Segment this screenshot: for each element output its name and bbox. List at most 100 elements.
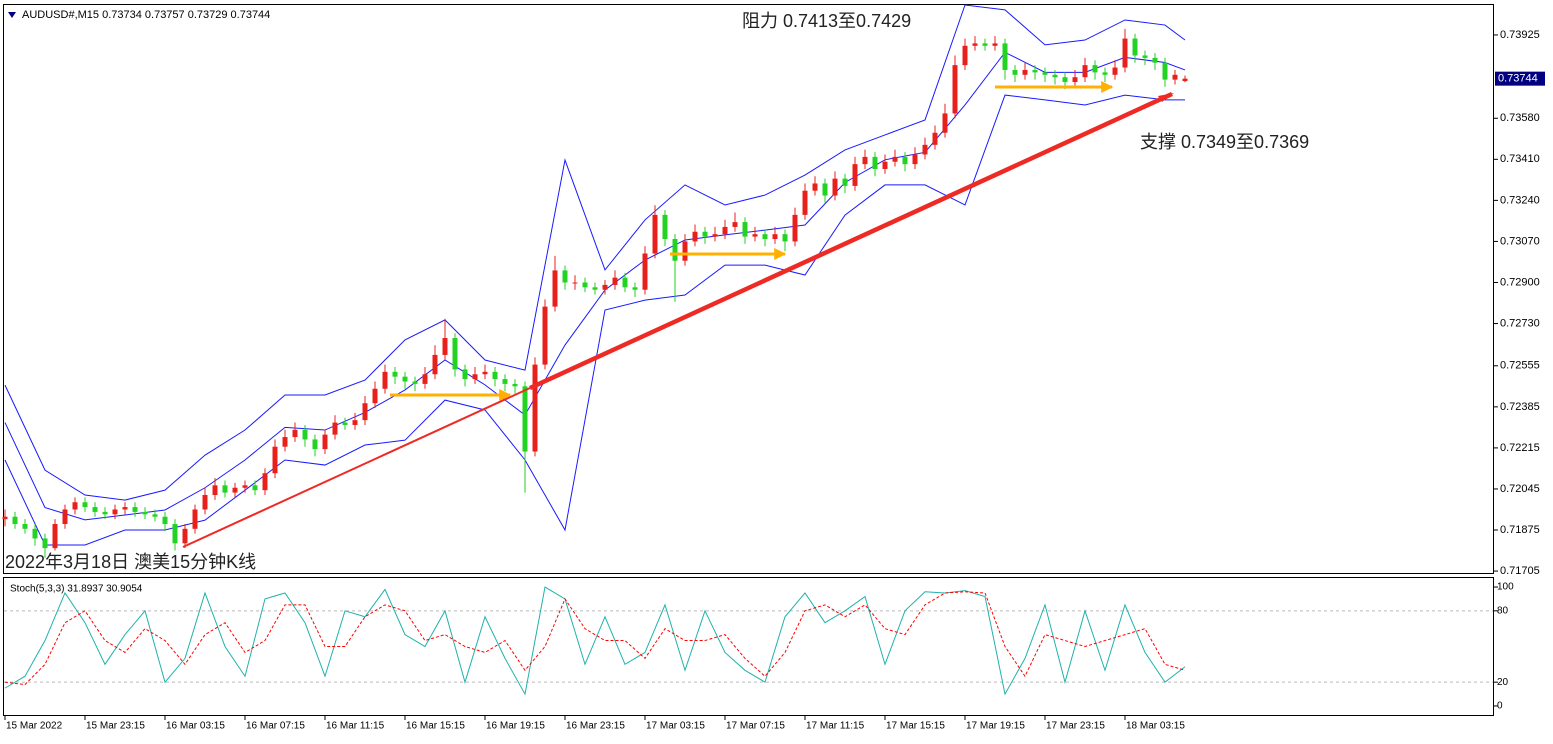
candle-body [772, 234, 778, 240]
x-tick-label: 17 Mar 11:15 [806, 721, 865, 732]
candle-body [572, 282, 578, 284]
candle-body [492, 371, 498, 380]
candle-body [272, 446, 278, 474]
candle-body [502, 379, 508, 384]
candle-body [1172, 74, 1178, 80]
y-tick-label: 0.73925 [1500, 29, 1540, 41]
candle-body [1132, 38, 1138, 56]
candle-body [582, 282, 588, 288]
candle-body [692, 231, 698, 242]
trend-arrow [1158, 93, 1174, 102]
candle-body [452, 338, 458, 370]
y-tick-label: 0.72730 [1500, 317, 1540, 329]
candle-body [742, 222, 748, 237]
candle-body [662, 214, 668, 240]
candle-body [722, 226, 728, 235]
candle-body [612, 277, 618, 285]
x-tick-label: 16 Mar 19:15 [486, 721, 545, 732]
candle-body [732, 222, 738, 227]
x-tick-label: 15 Mar 2022 [6, 721, 63, 732]
candle-body [172, 523, 178, 544]
indicator-title: Stoch(5,3,3) 31.8937 30.9054 [10, 584, 143, 595]
candle-body [652, 214, 658, 254]
annotation: 2022年3月18日 澳美15分钟K线 [5, 552, 256, 572]
candle-body [892, 156, 898, 162]
candle-body [902, 156, 908, 165]
candle-body [132, 507, 138, 512]
bollinger-lower [4, 94, 1185, 546]
x-tick-label: 16 Mar 07:15 [246, 721, 305, 732]
candle-body [312, 439, 318, 450]
candle-body [1182, 78, 1188, 82]
candle-body [562, 270, 568, 283]
y-tick-label: 0.72385 [1500, 401, 1540, 413]
annotation: 支撑 0.7349至0.7369 [1140, 132, 1309, 152]
candle-body [392, 371, 398, 377]
candle-body [62, 509, 68, 524]
candle-body [912, 154, 918, 165]
candle-body [962, 45, 968, 66]
y-tick-label: 0.73070 [1500, 235, 1540, 247]
candle-body [942, 113, 948, 133]
candle-body [1072, 77, 1078, 83]
x-tick-label: 16 Mar 11:15 [326, 721, 385, 732]
candle-body [302, 429, 308, 440]
candle-body [142, 511, 148, 515]
y-tick-label: 20 [1497, 677, 1509, 688]
candle-body [402, 376, 408, 382]
candle-body [262, 473, 268, 491]
candle-body [362, 403, 368, 421]
candle-body [1052, 74, 1058, 78]
candle-body [102, 511, 108, 515]
candle-body [1092, 65, 1098, 73]
candle-body [112, 509, 118, 515]
candle-body [712, 234, 718, 237]
candle-body [802, 190, 808, 215]
candle-body [522, 386, 528, 452]
candle-body [632, 287, 638, 290]
main-pane [3, 4, 1494, 574]
candle-body [842, 178, 848, 186]
y-tick-label: 0.72900 [1500, 276, 1540, 288]
x-tick-label: 16 Mar 23:15 [566, 721, 625, 732]
drawings [182, 81, 1174, 548]
x-tick-label: 17 Mar 19:15 [966, 721, 1025, 732]
candle-body [852, 164, 858, 186]
candle-body [442, 338, 448, 355]
candle-body [1162, 62, 1168, 80]
y-tick-label: 0.72215 [1500, 442, 1540, 454]
candle-body [1062, 77, 1068, 83]
y-tick-label: 0.71875 [1500, 524, 1540, 536]
candle-body [412, 381, 418, 384]
candle-body [292, 429, 298, 438]
candle-body [792, 214, 798, 242]
menu-triangle [8, 12, 16, 18]
candle-body [672, 239, 678, 261]
candle-body [122, 507, 128, 510]
candle-body [162, 516, 168, 524]
candle-body [382, 371, 388, 389]
y-tick-label: 0.73580 [1500, 112, 1540, 124]
candle-body [822, 183, 828, 196]
candle-body [762, 234, 768, 240]
candle-body [342, 422, 348, 425]
candle-body [92, 507, 98, 512]
candle-body [202, 494, 208, 510]
candle-body [622, 277, 628, 288]
x-tick-label: 17 Mar 15:15 [886, 721, 945, 732]
y-tick-label: 0.73410 [1500, 153, 1540, 165]
candle-body [752, 234, 758, 237]
candle-body [332, 422, 338, 435]
candle-body [992, 43, 998, 46]
candle-body [22, 523, 28, 529]
candle-body [602, 284, 608, 290]
x-tick-label: 16 Mar 03:15 [166, 721, 225, 732]
candle-body [512, 383, 518, 387]
y-tick-label: 0 [1497, 701, 1503, 712]
candle-body [1152, 57, 1158, 63]
candle-body [1142, 55, 1148, 58]
candle-body [322, 434, 328, 450]
candle-body [932, 132, 938, 145]
candle-body [552, 270, 558, 307]
